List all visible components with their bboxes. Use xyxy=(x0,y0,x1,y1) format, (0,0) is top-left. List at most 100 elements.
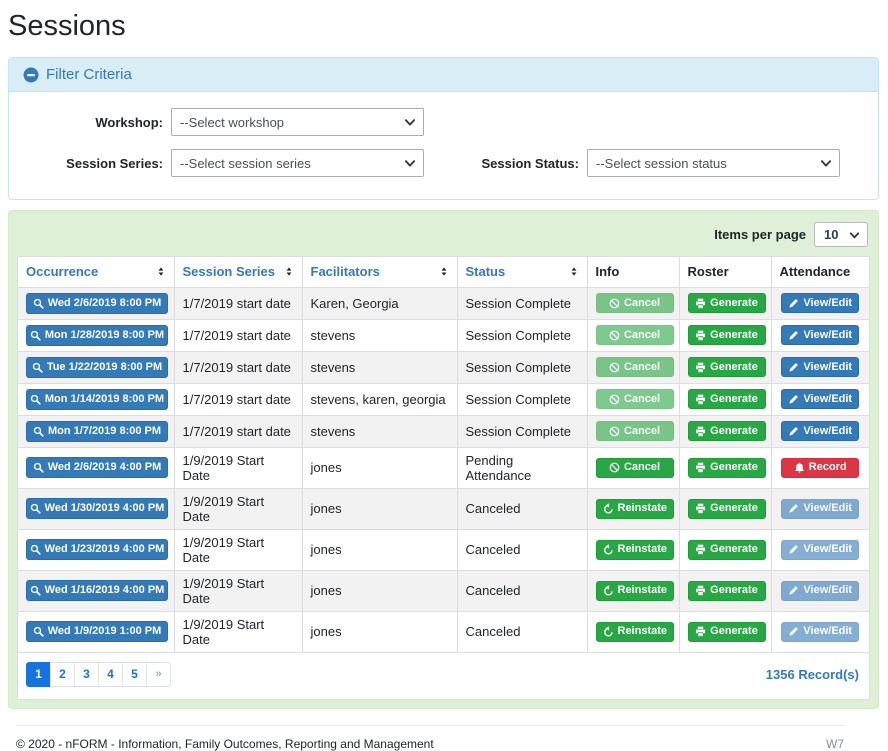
occurrence-button[interactable]: Wed 1/23/2019 4:00 PM xyxy=(26,539,168,560)
status-cell: Session Complete xyxy=(457,383,588,416)
cancel-button[interactable]: Cancel xyxy=(595,357,674,377)
session-series-cell: 1/9/2019 Start Date xyxy=(174,570,303,612)
page-button-1[interactable]: 1 xyxy=(26,661,51,687)
occurrence-button[interactable]: Mon 1/7/2019 8:00 PM xyxy=(26,420,168,442)
cancel-button[interactable]: Cancel xyxy=(595,421,674,441)
column-header-status[interactable]: Status xyxy=(457,257,588,288)
facilitators-cell: jones xyxy=(302,611,458,653)
status-cell: Session Complete xyxy=(457,319,588,352)
generate-button[interactable]: Generate xyxy=(687,498,766,519)
workshop-select[interactable]: --Select workshop xyxy=(171,108,424,136)
session-series-select[interactable]: --Select session series xyxy=(171,149,424,177)
viewedit-button[interactable]: View/Edit xyxy=(781,421,860,441)
sessions-table-box: Occurrence Session Series Facilitators Stat… xyxy=(17,256,870,700)
page-button-5[interactable]: 5 xyxy=(122,661,147,687)
status-cell: Canceled xyxy=(457,488,588,530)
column-header-facilitators[interactable]: Facilitators xyxy=(302,257,458,288)
generate-button[interactable]: Generate xyxy=(687,421,766,441)
filter-criteria-panel: Filter Criteria Workshop: --Select works… xyxy=(8,57,879,200)
roster-cell: Generate xyxy=(679,529,772,571)
sort-icon[interactable] xyxy=(439,266,449,277)
occurrence-button[interactable]: Wed 2/6/2019 4:00 PM xyxy=(26,457,168,478)
generate-button[interactable]: Generate xyxy=(687,539,766,560)
table-row: Tue 1/22/2019 8:00 PM 1/7/2019 start dat… xyxy=(18,351,869,384)
info-cell: Reinstate xyxy=(587,529,680,571)
reinstate-button[interactable]: Reinstate xyxy=(595,498,675,519)
record-button[interactable]: Record xyxy=(781,457,860,478)
roster-cell: Generate xyxy=(679,319,772,352)
items-per-page-select[interactable]: 10 xyxy=(814,222,868,247)
occurrence-button[interactable]: Tue 1/22/2019 8:00 PM xyxy=(26,356,168,378)
session-series-cell: 1/7/2019 start date xyxy=(174,287,303,320)
occurrence-button[interactable]: Mon 1/14/2019 8:00 PM xyxy=(26,388,168,410)
generate-button[interactable]: Generate xyxy=(687,389,766,409)
viewedit-button[interactable]: View/Edit xyxy=(781,580,860,601)
generate-button[interactable]: Generate xyxy=(687,357,766,377)
reinstate-button[interactable]: Reinstate xyxy=(595,539,675,560)
attendance-cell: View/Edit xyxy=(771,415,869,448)
page-button-3[interactable]: 3 xyxy=(74,661,99,687)
viewedit-button[interactable]: View/Edit xyxy=(781,539,860,560)
session-status-select[interactable]: --Select session status xyxy=(587,149,840,177)
occurrence-button[interactable]: Wed 1/16/2019 4:00 PM xyxy=(26,580,168,601)
session-series-cell: 1/9/2019 Start Date xyxy=(174,447,303,489)
generate-button[interactable]: Generate xyxy=(687,325,766,345)
undo-icon xyxy=(603,544,614,555)
occurrence-button[interactable]: Wed 1/9/2019 1:00 PM xyxy=(26,621,168,642)
generate-button[interactable]: Generate xyxy=(687,457,766,478)
printer-icon xyxy=(695,330,706,341)
roster-cell: Generate xyxy=(679,570,772,612)
copyright-text: © 2020 - nFORM - Information, Family Out… xyxy=(16,736,434,751)
page-button-4[interactable]: 4 xyxy=(98,661,123,687)
cancel-button[interactable]: Cancel xyxy=(595,325,674,345)
occurrence-button[interactable]: Wed 1/30/2019 4:00 PM xyxy=(26,498,168,519)
generate-button[interactable]: Generate xyxy=(687,580,766,601)
footer-divider xyxy=(16,724,844,726)
viewedit-button[interactable]: View/Edit xyxy=(781,389,860,409)
cancel-button[interactable]: Cancel xyxy=(595,293,674,313)
table-row: Wed 1/9/2019 1:00 PM 1/9/2019 Start Date… xyxy=(18,611,869,653)
occurrence-label: Wed 2/6/2019 4:00 PM xyxy=(47,461,162,473)
roster-cell: Generate xyxy=(679,351,772,384)
page-next-button[interactable]: » xyxy=(146,661,171,687)
occurrence-label: Wed 1/23/2019 4:00 PM xyxy=(44,543,165,555)
sessions-table-panel: Items per page 10 Occurrence Session Seri… xyxy=(8,210,879,709)
bell-icon xyxy=(794,462,805,473)
pencil-icon xyxy=(788,298,799,309)
occurrence-button[interactable]: Wed 2/6/2019 8:00 PM xyxy=(26,292,168,314)
ban-icon xyxy=(609,362,620,373)
facilitators-cell: stevens, karen, georgia xyxy=(302,383,458,416)
viewedit-button[interactable]: View/Edit xyxy=(781,621,860,642)
pencil-icon xyxy=(788,426,799,437)
attendance-cell: View/Edit xyxy=(771,570,869,612)
viewedit-button[interactable]: View/Edit xyxy=(781,293,860,313)
pagination: 1 2 3 4 5» xyxy=(26,661,171,687)
filter-criteria-header[interactable]: Filter Criteria xyxy=(9,58,878,92)
page-button-2[interactable]: 2 xyxy=(50,661,75,687)
info-cell: Reinstate xyxy=(587,611,680,653)
table-row: Mon 1/7/2019 8:00 PM 1/7/2019 start date… xyxy=(18,415,869,448)
viewedit-button[interactable]: View/Edit xyxy=(781,498,860,519)
pencil-icon xyxy=(788,544,799,555)
occurrence-label: Mon 1/14/2019 8:00 PM xyxy=(44,392,165,405)
printer-icon xyxy=(695,298,706,309)
column-header-session-series[interactable]: Session Series xyxy=(174,257,303,288)
cancel-button[interactable]: Cancel xyxy=(595,389,674,409)
generate-button[interactable]: Generate xyxy=(687,293,766,313)
generate-button[interactable]: Generate xyxy=(687,621,766,642)
sort-icon[interactable] xyxy=(156,266,166,277)
status-cell: Canceled xyxy=(457,570,588,612)
viewedit-button[interactable]: View/Edit xyxy=(781,325,860,345)
column-header-occurrence[interactable]: Occurrence xyxy=(18,257,175,288)
occurrence-button[interactable]: Mon 1/28/2019 8:00 PM xyxy=(26,324,168,346)
cancel-button[interactable]: Cancel xyxy=(595,457,674,478)
sort-icon[interactable] xyxy=(284,266,294,277)
column-header-roster: Roster xyxy=(679,257,772,288)
session-series-cell: 1/7/2019 start date xyxy=(174,383,303,416)
facilitators-cell: jones xyxy=(302,447,458,489)
reinstate-button[interactable]: Reinstate xyxy=(595,621,675,642)
reinstate-button[interactable]: Reinstate xyxy=(595,580,675,601)
sort-icon[interactable] xyxy=(569,266,579,277)
viewedit-button[interactable]: View/Edit xyxy=(781,357,860,377)
